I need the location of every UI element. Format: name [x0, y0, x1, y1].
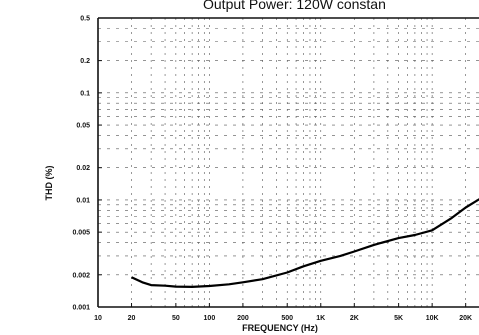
- y-tick-label: 0.001: [72, 305, 90, 312]
- y-tick-label: 0.5: [80, 16, 90, 23]
- x-tick-label: 20: [128, 315, 136, 322]
- y-axis-label: THD (%): [44, 166, 54, 201]
- y-tick-label: 0.002: [72, 272, 90, 279]
- x-tick-label: 10K: [426, 315, 439, 322]
- x-tick-label: 500: [281, 315, 293, 322]
- series-lines: [131, 198, 479, 288]
- y-tick-label: 0.2: [80, 58, 90, 65]
- thd-curve: [131, 198, 479, 288]
- x-tick-label: 200: [237, 315, 249, 322]
- x-tick-label: 100: [204, 315, 216, 322]
- chart-title: Output Power: 120W constan: [203, 0, 386, 12]
- x-tick-label: 2K: [350, 315, 359, 322]
- y-tick-label: 0.05: [76, 123, 90, 130]
- y-axis-ticks: 0.5 0.2 0.1 0.05 0.02 0.01 0.005 0.002 0.001: [72, 16, 102, 312]
- x-tick-label: 20K: [459, 315, 472, 322]
- x-tick-label: 5K: [394, 315, 403, 322]
- x-axis-label: FREQUENCY (Hz): [242, 323, 318, 333]
- grid-lines: [98, 18, 479, 307]
- y-tick-label: 0.1: [80, 90, 90, 97]
- x-tick-label: 1K: [316, 315, 325, 322]
- x-tick-label: 50: [172, 315, 180, 322]
- y-tick-label: 0.02: [76, 165, 90, 172]
- y-tick-label: 0.005: [72, 230, 90, 237]
- y-tick-label: 0.01: [76, 197, 90, 204]
- x-axis-ticks: 1020501002005001K2K5K10K20K5: [94, 303, 472, 322]
- plot-frame: [97, 17, 479, 308]
- x-tick-label: 10: [94, 315, 102, 322]
